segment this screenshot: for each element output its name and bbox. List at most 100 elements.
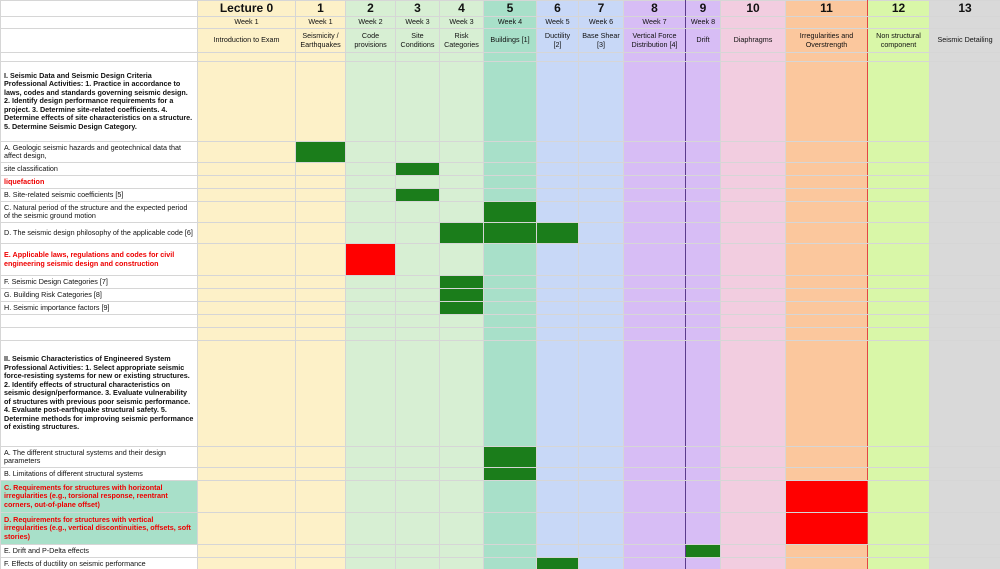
header-num-l11[interactable]: 11 bbox=[785, 0, 868, 17]
grid-cell[interactable] bbox=[578, 467, 624, 481]
grid-cell[interactable] bbox=[578, 52, 624, 62]
grid-cell[interactable] bbox=[439, 52, 484, 62]
grid-cell[interactable] bbox=[345, 141, 396, 163]
header-topic-l7[interactable]: Base Shear [3] bbox=[578, 28, 624, 53]
grid-cell[interactable] bbox=[929, 175, 1000, 189]
grid-cell[interactable] bbox=[295, 327, 346, 341]
grid-cell[interactable] bbox=[867, 275, 930, 289]
grid-cell[interactable] bbox=[867, 512, 930, 545]
grid-cell[interactable] bbox=[197, 340, 296, 447]
grid-cell[interactable] bbox=[623, 275, 686, 289]
grid-cell[interactable] bbox=[623, 544, 686, 558]
header-week-l3[interactable]: Week 3 bbox=[395, 16, 440, 29]
grid-cell[interactable] bbox=[345, 314, 396, 328]
grid-cell[interactable] bbox=[623, 288, 686, 302]
grid-cell[interactable] bbox=[483, 288, 537, 302]
grid-cell[interactable] bbox=[536, 467, 579, 481]
header-num-l5[interactable]: 5 bbox=[483, 0, 537, 17]
grid-cell[interactable] bbox=[395, 141, 440, 163]
grid-cell[interactable] bbox=[295, 222, 346, 244]
grid-cell[interactable] bbox=[295, 314, 346, 328]
grid-cell[interactable] bbox=[720, 301, 786, 315]
grid-cell[interactable] bbox=[295, 512, 346, 545]
grid-cell[interactable] bbox=[536, 544, 579, 558]
grid-cell[interactable] bbox=[395, 301, 440, 315]
coverage-mark-green[interactable] bbox=[483, 467, 537, 481]
header-num-l4[interactable]: 4 bbox=[439, 0, 484, 17]
grid-cell[interactable] bbox=[345, 467, 396, 481]
grid-cell[interactable] bbox=[720, 275, 786, 289]
grid-cell[interactable] bbox=[720, 61, 786, 142]
grid-cell[interactable] bbox=[345, 222, 396, 244]
grid-cell[interactable] bbox=[623, 201, 686, 223]
grid-cell[interactable] bbox=[536, 340, 579, 447]
grid-cell[interactable] bbox=[720, 141, 786, 163]
grid-cell[interactable] bbox=[483, 275, 537, 289]
grid-cell[interactable] bbox=[197, 288, 296, 302]
grid-cell[interactable] bbox=[395, 340, 440, 447]
grid-cell[interactable] bbox=[197, 141, 296, 163]
grid-cell[interactable] bbox=[623, 61, 686, 142]
grid-cell[interactable] bbox=[197, 61, 296, 142]
grid-cell[interactable] bbox=[785, 188, 868, 202]
grid-cell[interactable] bbox=[578, 544, 624, 558]
grid-cell[interactable] bbox=[785, 162, 868, 176]
grid-cell[interactable] bbox=[439, 480, 484, 513]
grid-cell[interactable] bbox=[578, 141, 624, 163]
grid-cell[interactable] bbox=[623, 243, 686, 276]
header-num-l6[interactable]: 6 bbox=[536, 0, 579, 17]
grid-cell[interactable] bbox=[295, 340, 346, 447]
grid-cell[interactable] bbox=[578, 243, 624, 276]
grid-cell[interactable] bbox=[578, 557, 624, 569]
grid-cell[interactable] bbox=[197, 467, 296, 481]
grid-cell[interactable] bbox=[439, 544, 484, 558]
grid-cell[interactable] bbox=[685, 327, 721, 341]
grid-cell[interactable] bbox=[720, 557, 786, 569]
coverage-mark-green[interactable] bbox=[439, 288, 484, 302]
grid-cell[interactable] bbox=[578, 201, 624, 223]
grid-cell[interactable] bbox=[439, 340, 484, 447]
grid-cell[interactable] bbox=[867, 222, 930, 244]
grid-cell[interactable] bbox=[623, 557, 686, 569]
grid-cell[interactable] bbox=[536, 175, 579, 189]
grid-cell[interactable] bbox=[578, 327, 624, 341]
grid-cell[interactable] bbox=[536, 301, 579, 315]
grid-cell[interactable] bbox=[345, 61, 396, 142]
coverage-mark-green[interactable] bbox=[439, 222, 484, 244]
grid-cell[interactable] bbox=[623, 222, 686, 244]
header-topic-l11[interactable]: Irregularities and Overstrength bbox=[785, 28, 868, 53]
grid-cell[interactable] bbox=[867, 188, 930, 202]
grid-cell[interactable] bbox=[867, 340, 930, 447]
header-num-l10[interactable]: 10 bbox=[720, 0, 786, 17]
grid-cell[interactable] bbox=[685, 201, 721, 223]
grid-cell[interactable] bbox=[685, 480, 721, 513]
grid-cell[interactable] bbox=[197, 512, 296, 545]
grid-cell[interactable] bbox=[536, 446, 579, 468]
grid-cell[interactable] bbox=[483, 175, 537, 189]
grid-cell[interactable] bbox=[295, 162, 346, 176]
grid-cell[interactable] bbox=[345, 201, 396, 223]
grid-cell[interactable] bbox=[720, 175, 786, 189]
grid-cell[interactable] bbox=[785, 340, 868, 447]
grid-cell[interactable] bbox=[785, 301, 868, 315]
row-label[interactable]: D. Requirements for structures with vert… bbox=[0, 512, 198, 545]
grid-cell[interactable] bbox=[867, 480, 930, 513]
grid-cell[interactable] bbox=[929, 243, 1000, 276]
grid-cell[interactable] bbox=[295, 201, 346, 223]
header-num-l9[interactable]: 9 bbox=[685, 0, 721, 17]
grid-cell[interactable] bbox=[720, 512, 786, 545]
header-week-l10[interactable] bbox=[720, 16, 786, 29]
grid-cell[interactable] bbox=[785, 314, 868, 328]
grid-cell[interactable] bbox=[720, 480, 786, 513]
grid-cell[interactable] bbox=[483, 243, 537, 276]
header-topic-l0[interactable]: Introduction to Exam bbox=[197, 28, 296, 53]
grid-cell[interactable] bbox=[483, 327, 537, 341]
grid-cell[interactable] bbox=[685, 222, 721, 244]
grid-cell[interactable] bbox=[929, 467, 1000, 481]
grid-cell[interactable] bbox=[395, 480, 440, 513]
grid-cell[interactable] bbox=[785, 243, 868, 276]
grid-cell[interactable] bbox=[867, 301, 930, 315]
grid-cell[interactable] bbox=[197, 544, 296, 558]
grid-cell[interactable] bbox=[197, 446, 296, 468]
coverage-mark-green[interactable] bbox=[483, 222, 537, 244]
